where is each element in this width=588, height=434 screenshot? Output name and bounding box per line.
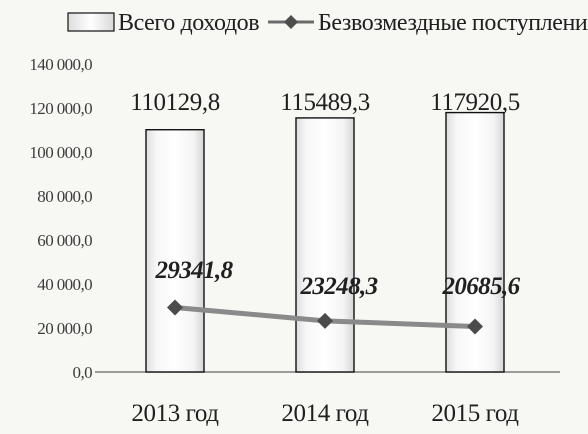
legend: Всего доходов Безвозмездные поступления [67, 10, 588, 36]
line-point-marker [317, 312, 333, 329]
y-tick-label: 20 000,0 [37, 319, 92, 338]
line-data-label: 20685,6 [441, 273, 520, 300]
x-tick-label: 2015 год [431, 400, 519, 427]
bar-data-label: 115489,3 [280, 89, 370, 116]
line-point-marker [467, 318, 483, 335]
line-point-marker [167, 299, 183, 316]
bar-data-label: 117920,5 [430, 89, 520, 116]
plot-area: 110129,8 2013 год 115489,3 2014 год 117920,5… [95, 89, 560, 427]
legend-bar-swatch [67, 12, 115, 32]
legend-series-line-label: Безвозмездные поступления [318, 10, 588, 36]
bar-total-income [295, 117, 355, 373]
y-tick-label: 120 000,0 [29, 99, 92, 118]
x-tick-label: 2014 год [281, 400, 369, 427]
legend-series-bar-label: Всего доходов [118, 10, 259, 36]
line-data-label: 23248,3 [299, 273, 377, 300]
y-axis: 0,0 20 000,0 40 000,0 60 000,0 80 000,0 100 0… [29, 55, 92, 382]
y-tick-label: 0,0 [73, 363, 93, 382]
line-data-label: 29341,8 [154, 257, 233, 284]
legend-diamond-marker [284, 15, 298, 29]
x-tick-label: 2013 год [131, 400, 219, 427]
y-tick-label: 60 000,0 [37, 231, 92, 250]
y-tick-label: 40 000,0 [37, 275, 92, 294]
y-tick-label: 100 000,0 [29, 143, 92, 162]
bar-total-income [145, 129, 205, 373]
y-tick-label: 140 000,0 [29, 55, 92, 74]
y-tick-label: 80 000,0 [37, 187, 92, 206]
bar-data-label: 110129,8 [130, 89, 220, 116]
